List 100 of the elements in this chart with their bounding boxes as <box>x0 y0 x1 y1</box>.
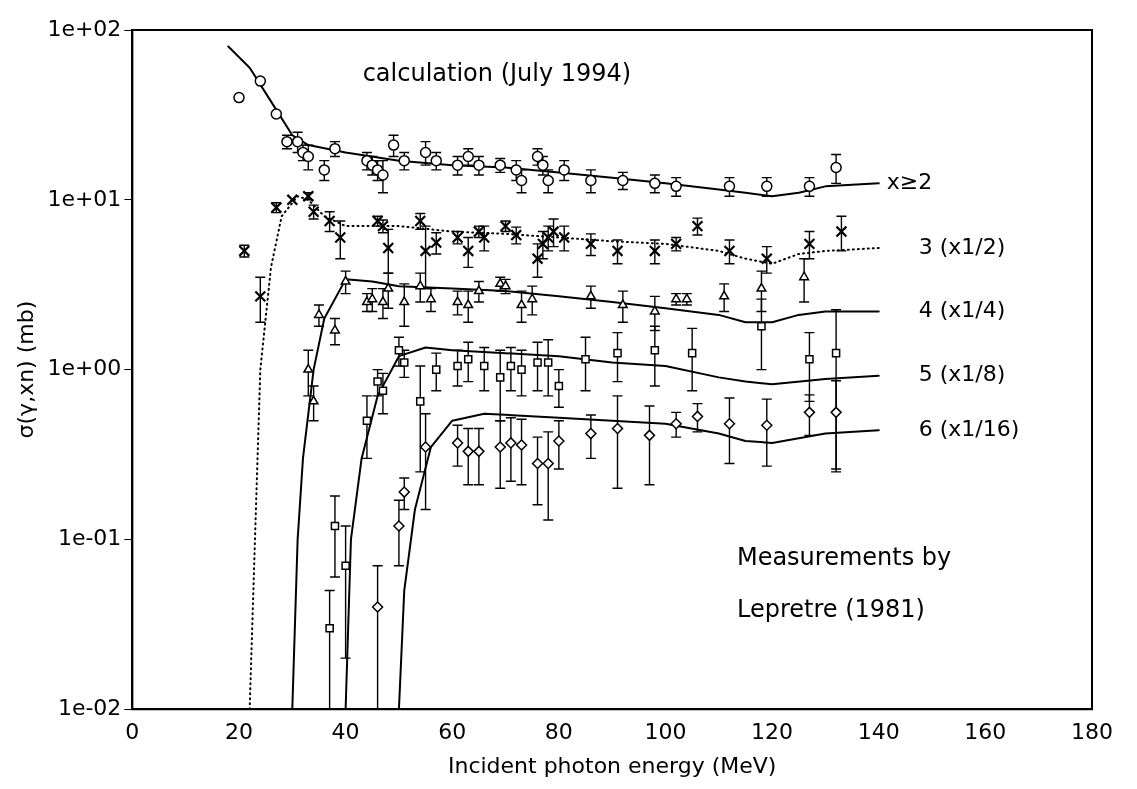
y-tick-label: 1e+01 <box>47 185 122 211</box>
point <box>340 275 351 285</box>
point <box>334 231 347 244</box>
point <box>371 601 384 613</box>
point <box>723 180 736 193</box>
x-tick-label: 0 <box>125 719 140 745</box>
point <box>430 154 442 167</box>
x-tick-label: 80 <box>544 719 573 745</box>
point <box>648 244 661 257</box>
point <box>451 437 464 449</box>
point <box>611 422 624 435</box>
point <box>367 293 378 303</box>
point <box>394 345 404 355</box>
point <box>543 358 553 367</box>
y-tick-label: 1e+00 <box>47 355 122 381</box>
point <box>462 445 474 458</box>
point <box>581 355 590 364</box>
point <box>542 457 554 470</box>
point <box>330 521 340 531</box>
point <box>536 237 549 250</box>
point <box>463 355 473 364</box>
point <box>377 169 389 181</box>
point <box>553 435 565 447</box>
point <box>303 363 314 373</box>
point <box>419 146 432 159</box>
point <box>515 174 528 187</box>
point <box>517 365 526 374</box>
y-tick-label: 1e+02 <box>47 15 122 41</box>
point <box>687 348 697 358</box>
point <box>398 154 411 167</box>
point <box>415 280 426 290</box>
point <box>286 193 299 206</box>
point <box>453 361 462 371</box>
point <box>761 180 773 193</box>
point <box>270 108 283 120</box>
point <box>323 214 336 228</box>
point <box>329 324 341 334</box>
point <box>325 623 334 633</box>
point <box>500 280 511 290</box>
point <box>452 296 463 306</box>
point <box>510 164 522 176</box>
series-label: 4 (x1/4) <box>918 297 1006 323</box>
point <box>430 236 443 249</box>
series-label: x≥2 <box>886 169 933 195</box>
point <box>479 361 489 371</box>
point <box>558 231 571 244</box>
point <box>649 305 660 315</box>
point <box>613 348 622 358</box>
point <box>494 441 506 453</box>
point <box>308 395 319 405</box>
series-label: 3 (x1/2) <box>918 233 1006 259</box>
point <box>585 290 596 300</box>
point <box>723 417 736 430</box>
point <box>650 345 660 355</box>
annotation: Measurements by Lepretre (1981) <box>736 543 952 624</box>
point <box>362 416 372 425</box>
point <box>291 135 304 148</box>
point <box>835 225 848 238</box>
point <box>473 445 485 458</box>
x-tick-label: 140 <box>857 719 900 745</box>
point <box>254 290 267 303</box>
point <box>473 159 485 171</box>
x-tick-label: 60 <box>438 719 467 745</box>
point <box>831 348 841 358</box>
point <box>341 561 350 570</box>
point <box>382 241 395 255</box>
point <box>515 439 528 451</box>
point <box>318 164 331 176</box>
point <box>506 361 516 371</box>
point <box>537 159 549 171</box>
point <box>585 174 597 187</box>
x-axis-title: Incident photon energy (MeV) <box>447 752 777 778</box>
point <box>463 299 474 309</box>
point <box>670 417 682 430</box>
point <box>399 358 409 367</box>
point <box>691 410 704 423</box>
point <box>516 299 527 309</box>
x-tick-label: 100 <box>644 719 687 745</box>
point <box>254 75 267 87</box>
point <box>760 252 773 265</box>
point <box>378 386 388 396</box>
point <box>803 406 816 419</box>
x-tick-label: 160 <box>964 719 1007 745</box>
point <box>805 355 814 364</box>
point <box>415 397 425 406</box>
y-tick-label: 1e-01 <box>57 525 122 551</box>
point <box>233 91 245 104</box>
point <box>531 252 544 265</box>
point <box>393 520 405 532</box>
point <box>830 406 842 419</box>
point <box>756 282 767 292</box>
point <box>584 237 597 250</box>
point <box>670 180 682 193</box>
x-tick-label: 20 <box>224 719 253 745</box>
point <box>451 159 464 171</box>
point <box>617 299 628 309</box>
x-tick-label: 40 <box>331 719 360 745</box>
series-label: 6 (x1/16) <box>918 415 1020 441</box>
point <box>611 244 624 257</box>
point <box>558 164 570 176</box>
